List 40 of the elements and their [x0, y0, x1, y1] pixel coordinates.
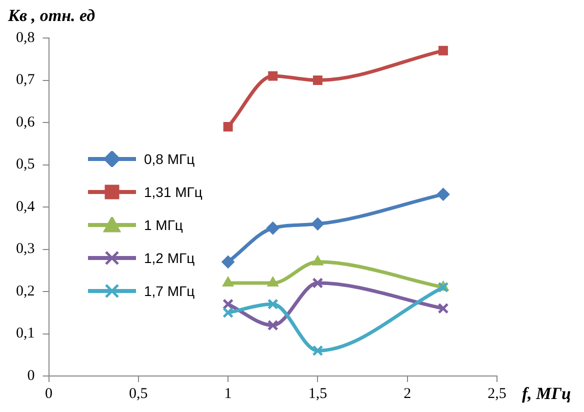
- y-tick-label: 0,4: [16, 198, 36, 215]
- x-tick-label: 1,5: [308, 386, 328, 402]
- x-tick-label: 0: [45, 386, 52, 402]
- legend-label: 1 МГц: [144, 216, 183, 232]
- y-tick-label: 0,5: [16, 156, 35, 173]
- point: [267, 320, 278, 331]
- y-tick-label: 0,2: [16, 283, 35, 300]
- point: [436, 188, 450, 201]
- legend-label: 0,8 МГц: [144, 150, 195, 166]
- x-tick-label: 0,5: [129, 386, 148, 402]
- point: [438, 46, 448, 56]
- point: [223, 122, 233, 132]
- point: [222, 298, 234, 310]
- y-tick-label: 0,6: [16, 114, 36, 130]
- point: [267, 276, 279, 287]
- y-tick-label: 0: [27, 368, 35, 384]
- y-tick-label: 0,3: [16, 241, 35, 258]
- point: [312, 76, 322, 85]
- x-tick-label: 1: [224, 386, 232, 402]
- point: [312, 345, 324, 356]
- legend-label: 1,31 МГц: [144, 184, 202, 200]
- point: [266, 222, 280, 235]
- y-axis-title: Кв , отн. ед: [8, 6, 96, 26]
- point: [312, 278, 324, 289]
- point: [222, 307, 234, 318]
- legend-label: 1,7 МГц: [144, 282, 195, 298]
- x-tick-label: 2: [404, 386, 412, 402]
- y-tick-label: 0,1: [16, 326, 35, 342]
- x-axis-title: f, МГц: [522, 384, 571, 404]
- point: [222, 276, 234, 287]
- x-tick-label: 2,5: [488, 386, 506, 402]
- point: [267, 298, 278, 310]
- point: [312, 255, 324, 266]
- point: [268, 71, 278, 81]
- legend-label: 1,2 МГц: [144, 250, 195, 266]
- point: [311, 217, 324, 230]
- y-tick-label: 0,7: [16, 72, 36, 88]
- y-tick-label: 0,8: [16, 30, 35, 46]
- point: [438, 302, 449, 314]
- point: [222, 255, 235, 268]
